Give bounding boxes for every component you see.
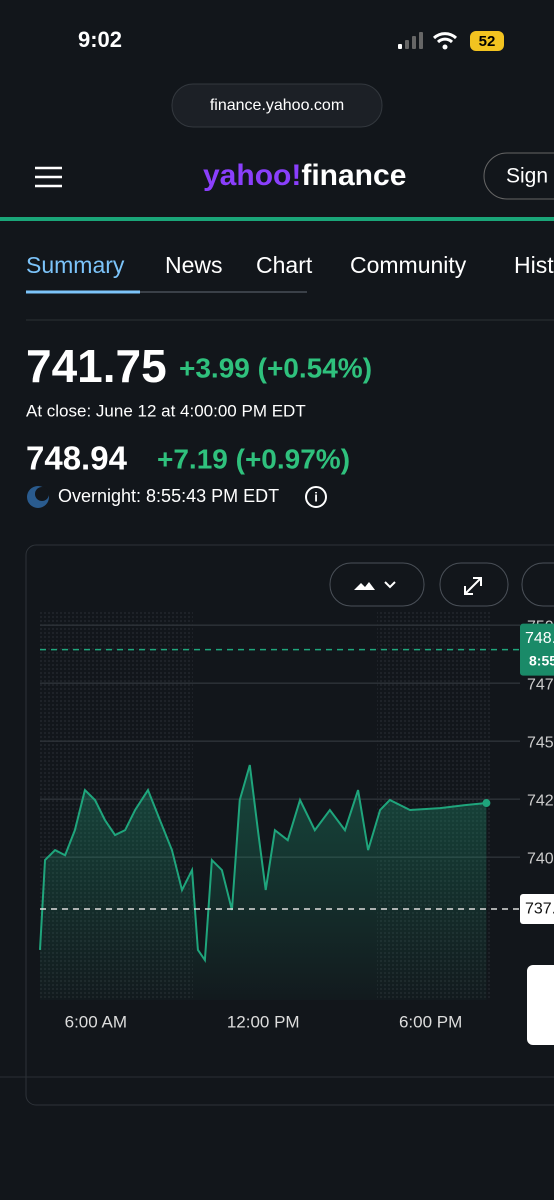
tab[interactable]: News [165, 252, 223, 278]
signal [398, 32, 423, 49]
chart-card [25, 544, 554, 1106]
price-line [39, 764, 487, 964]
overnight-price: 748.94 [26, 440, 128, 477]
x-tick-label: 12:00 PM [227, 1012, 300, 1031]
tab[interactable]: Summary [26, 252, 125, 278]
wifi-dot [442, 44, 448, 50]
y-tick-label: 747.50 [527, 676, 554, 693]
logo-product: finance [301, 159, 406, 192]
header-rule [0, 217, 554, 221]
side-panel[interactable] [527, 965, 554, 1045]
overnight-change: +7.19 (+0.97%) [157, 443, 350, 474]
y-tick-label: 745.00 [527, 734, 554, 751]
info-glyph: i [314, 489, 318, 504]
x-tick-label: 6:00 AM [65, 1012, 127, 1031]
clock: 9:02 [78, 27, 122, 52]
logo-brand: yahoo! [203, 159, 301, 192]
price-area [40, 764, 487, 1000]
tabs: Summary News Chart Community History [26, 252, 554, 278]
last-point [482, 799, 491, 808]
url: finance.yahoo.com [210, 97, 344, 114]
chevron [384, 581, 396, 589]
logo: yahoo!finance [203, 159, 406, 192]
reference-label: 737.76 [525, 900, 554, 917]
price: 741.75 [26, 340, 167, 392]
change: +3.99 (+0.54%) [179, 352, 372, 383]
sign-in: Sign in [506, 165, 554, 188]
settings-button[interactable] [521, 562, 554, 607]
y-tick-label: 740.00 [527, 850, 554, 867]
wifi [432, 32, 458, 44]
reference-label: 748.94 [525, 630, 554, 647]
tab[interactable]: Community [350, 252, 467, 278]
overnight-note: Overnight: 8:55:43 PM EDT [58, 486, 279, 506]
reference-badge [520, 623, 554, 676]
expand-button[interactable] [439, 562, 509, 607]
x-tick-label: 6:00 PM [399, 1012, 462, 1031]
moon-cut [35, 487, 49, 501]
tab[interactable]: Chart [256, 252, 313, 278]
expand-icon [464, 577, 482, 595]
close-note: At close: June 12 at 4:00:00 PM EDT [26, 401, 306, 420]
url-bar[interactable] [171, 83, 383, 128]
battery-level: 52 [479, 33, 496, 50]
plot: 750.00747.50745.00742.50740.006:00 AM12:… [39, 618, 554, 1031]
y-tick-label: 742.50 [527, 792, 554, 809]
info-icon[interactable] [305, 486, 327, 508]
chart-type-icon [354, 582, 375, 590]
sign-in-button[interactable] [483, 152, 554, 200]
battery [470, 31, 504, 51]
tab[interactable]: History [514, 252, 554, 278]
menu[interactable] [35, 166, 62, 188]
chart-type-button[interactable] [329, 562, 425, 607]
reference-time: 8:55 [529, 652, 554, 668]
reference-badge [520, 894, 554, 925]
